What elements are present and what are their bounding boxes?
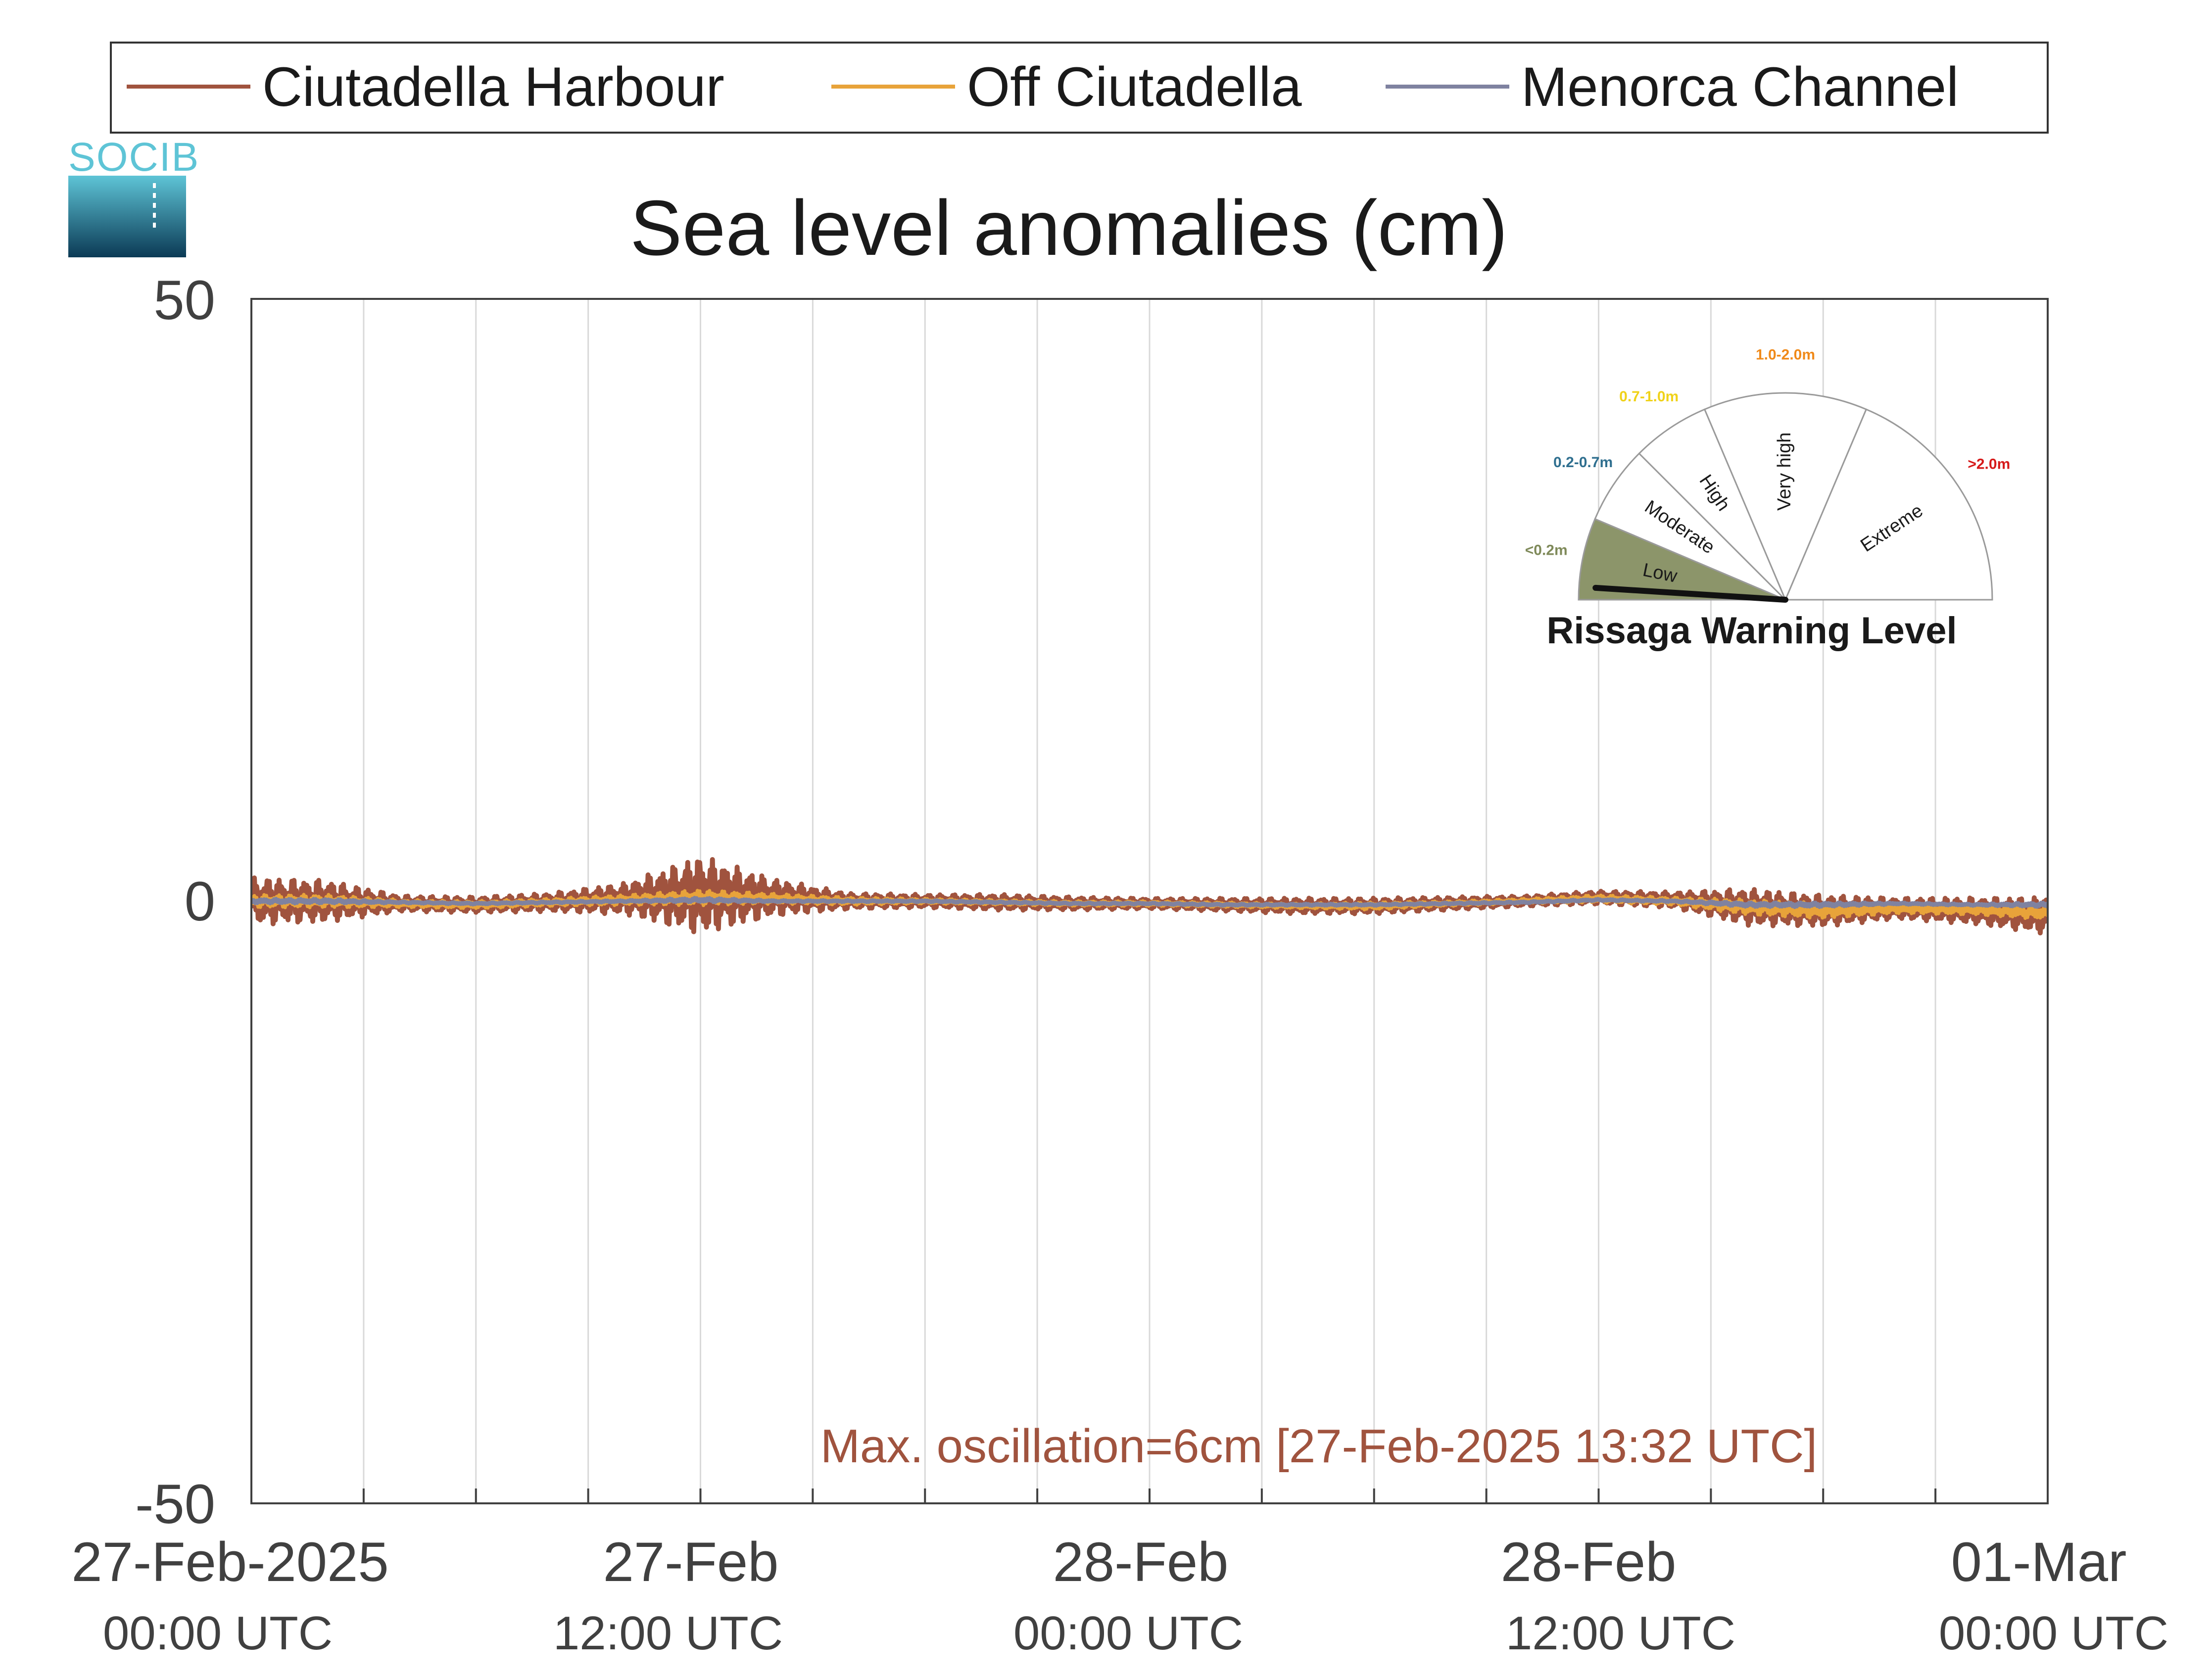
gauge-segment-high <box>1638 408 1786 601</box>
legend: Ciutadella Harbour Off Ciutadella Menorc… <box>110 42 2049 134</box>
series-layer <box>251 857 2048 936</box>
legend-label-ciutadella-harbour: Ciutadella Harbour <box>262 56 724 118</box>
gauge-segment-very-high <box>1703 392 1868 602</box>
y-tick-label: 50 <box>153 269 215 331</box>
x-tick-time: 12:00 UTC <box>1506 1607 1735 1660</box>
chart-title: Sea level anomalies (cm) <box>630 185 1508 272</box>
socib-logo: SOCIB <box>68 135 199 257</box>
gauge-segment-label: Very high <box>1774 432 1795 511</box>
x-tick-date: 28-Feb <box>1053 1531 1229 1593</box>
socib-logo-wave <box>68 176 186 257</box>
series-line-menorca-channel <box>251 896 2048 910</box>
gauge-range-label: 0.2-0.7m <box>1553 454 1613 471</box>
x-tick-time: 00:00 UTC <box>1013 1607 1243 1660</box>
gauge-range-labels: <0.2m 0.2-0.7m 0.7-1.0m 1.0-2.0m >2.0m <box>1525 347 2011 559</box>
gauge-needle <box>1592 584 1788 603</box>
gauge-segments <box>1578 392 1993 602</box>
gauge-range-label: <0.2m <box>1525 542 1568 559</box>
legend-box <box>110 42 2049 134</box>
legend-label-menorca-channel: Menorca Channel <box>1521 56 1959 118</box>
y-tick-label: 0 <box>185 870 215 932</box>
x-tick-date: 27-Feb-2025 <box>71 1531 388 1593</box>
socib-logo-text: SOCIB <box>68 135 199 180</box>
gauge-segment-extreme <box>1784 408 1993 601</box>
gauge-range-label: 1.0-2.0m <box>1756 347 1815 363</box>
max-oscillation-annotation: Max. oscillation=6cm [27-Feb-2025 13:32 … <box>820 1420 1817 1473</box>
x-tick-time: 12:00 UTC <box>553 1607 783 1660</box>
legend-label-off-ciutadella: Off Ciutadella <box>967 56 1302 118</box>
x-tick-date: 28-Feb <box>1501 1531 1677 1593</box>
x-tick-marks <box>362 1488 1937 1503</box>
x-tick-date: 01-Mar <box>1951 1531 2127 1593</box>
x-tick-time: 00:00 UTC <box>1939 1607 2168 1660</box>
y-tick-label: -50 <box>135 1473 215 1535</box>
x-tick-date: 27-Feb <box>603 1531 779 1593</box>
gauge-range-label: 0.7-1.0m <box>1619 388 1679 405</box>
x-tick-labels: 27-Feb-2025 00:00 UTC 27-Feb 12:00 UTC 2… <box>71 1531 2168 1660</box>
x-tick-time: 00:00 UTC <box>103 1607 333 1660</box>
gauge-range-label: >2.0m <box>1968 456 2010 473</box>
gauge-segment-moderate <box>1594 452 1786 601</box>
gauge-segment-low <box>1578 518 1786 601</box>
gauge-title: Rissaga Warning Level <box>1546 610 1957 652</box>
